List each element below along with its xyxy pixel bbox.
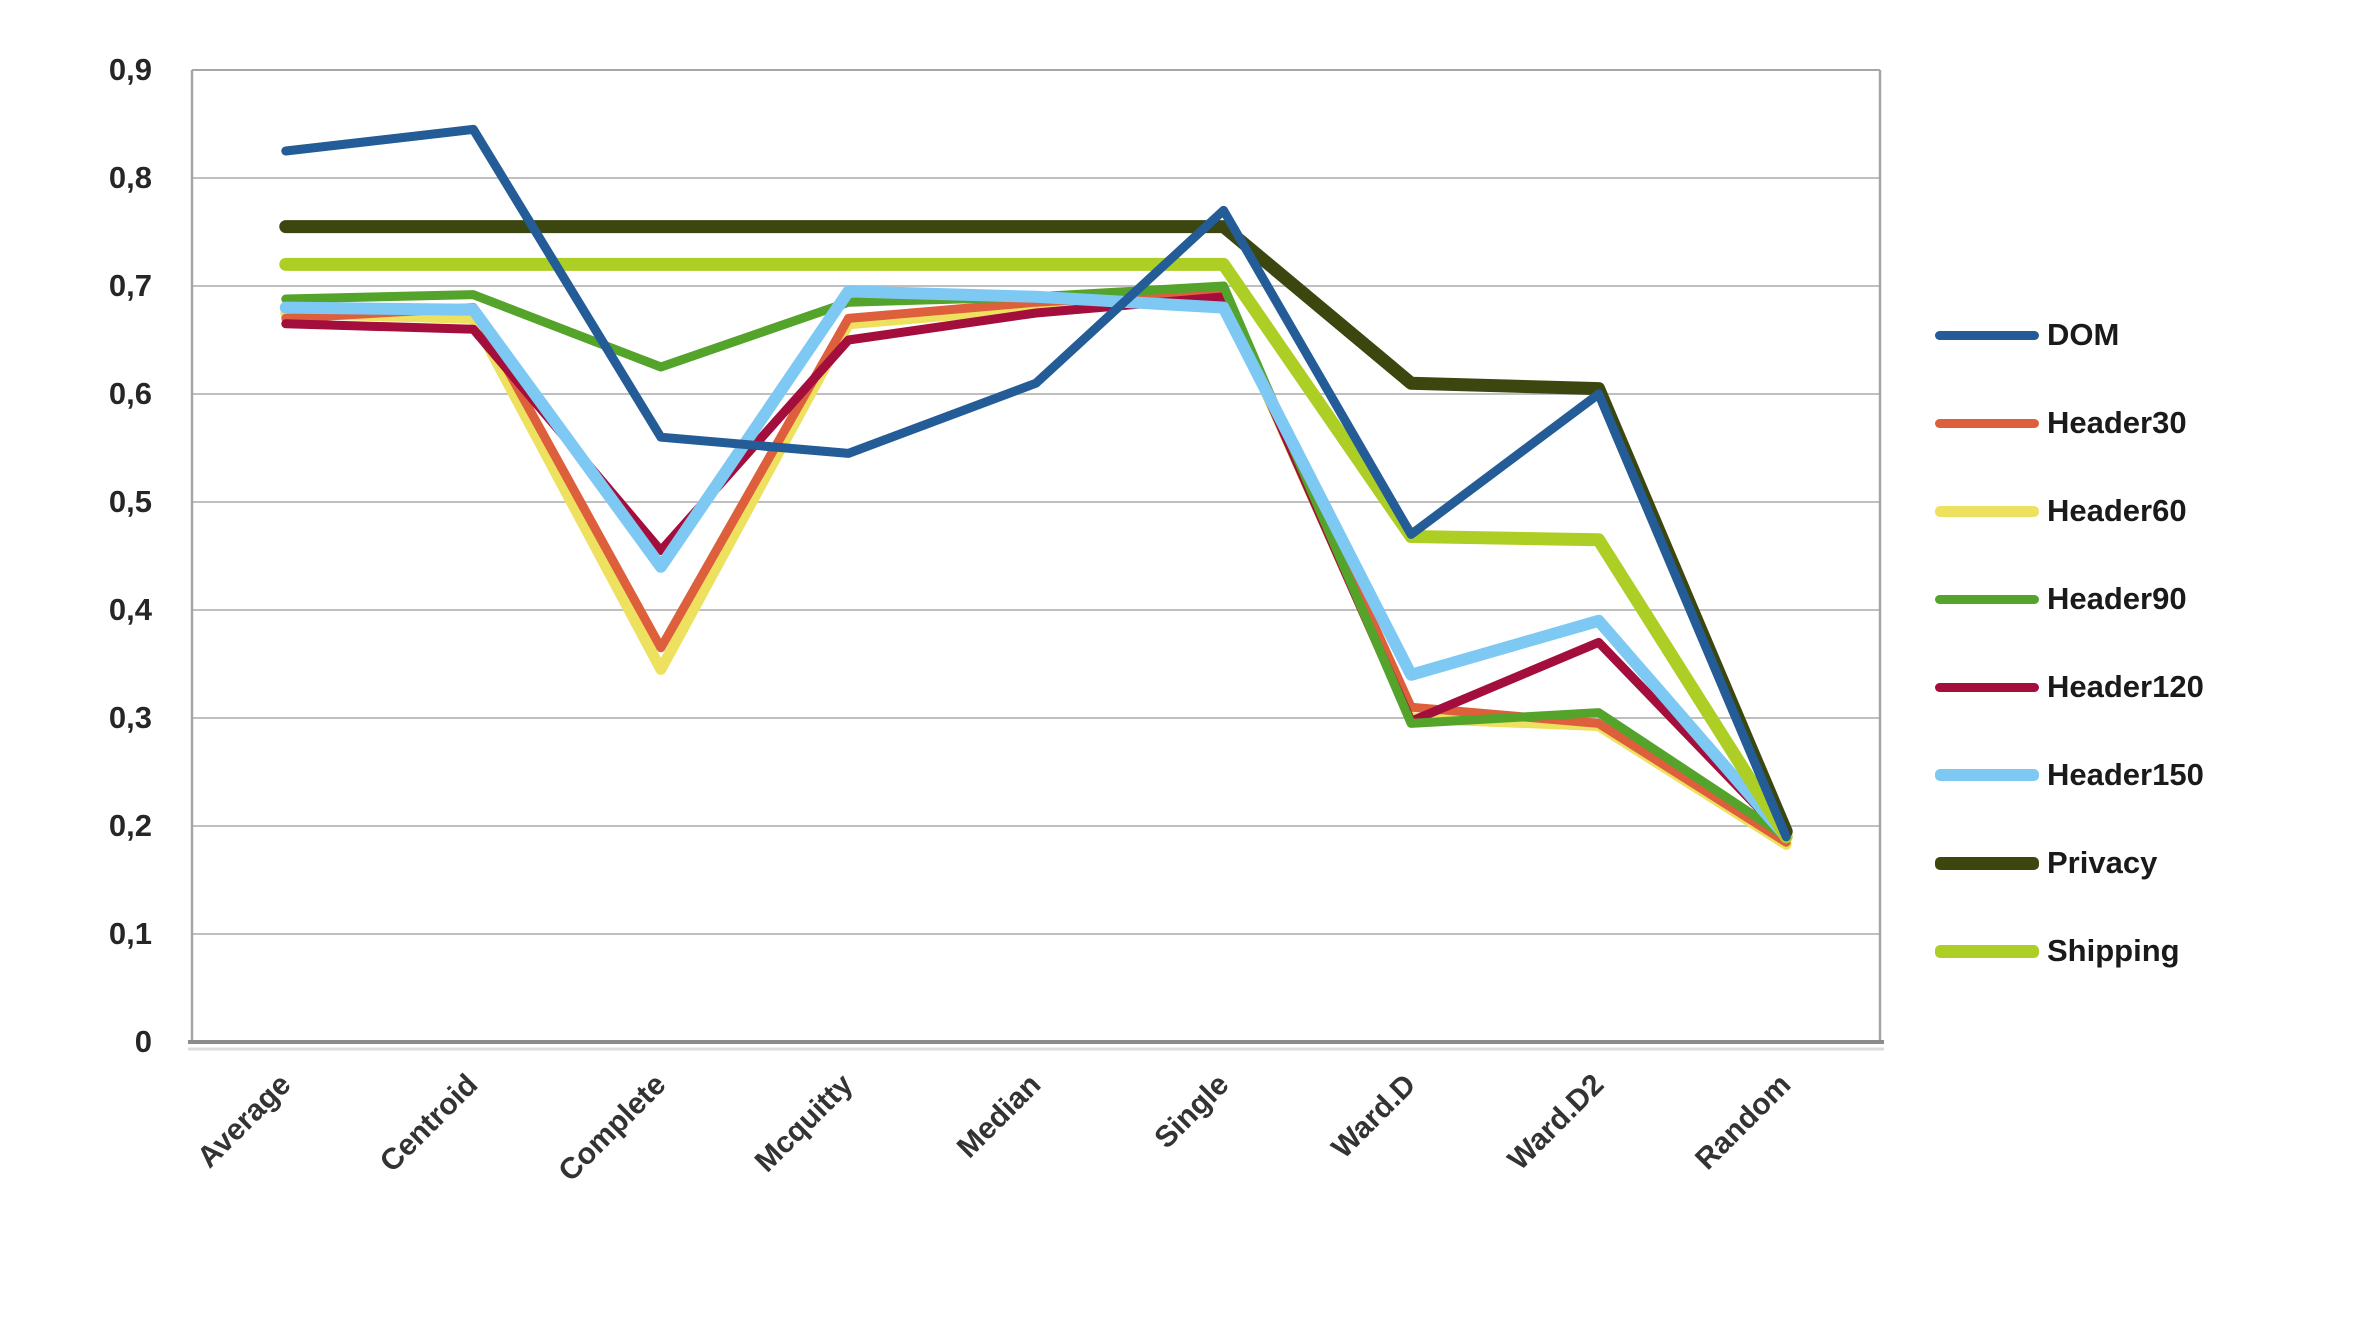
- legend-label: Privacy: [2047, 845, 2158, 880]
- y-tick-label: 0,3: [108, 700, 152, 735]
- legend-item-Header60: Header60: [1935, 493, 2187, 529]
- y-tick-label: 0,4: [108, 592, 152, 627]
- y-tick-label: 0,8: [108, 160, 152, 195]
- legend-item-Shipping: Shipping: [1935, 933, 2180, 969]
- legend-swatch-DOM: [1935, 330, 2039, 340]
- legend-item-Header150: Header150: [1935, 757, 2204, 793]
- series-line-Header60: [280, 291, 1792, 850]
- series-line-Shipping: [279, 257, 1793, 844]
- y-tick-label: 0,5: [108, 484, 152, 519]
- y-tick-label: 0,1: [108, 916, 152, 951]
- series-line-Header150: [279, 285, 1793, 843]
- y-tick-label: 0,2: [108, 808, 152, 843]
- legend-swatch-Shipping: [1935, 944, 2039, 958]
- legend-swatch-Header30: [1935, 418, 2039, 428]
- legend-label: Shipping: [2047, 933, 2180, 968]
- legend-label: Header90: [2047, 581, 2187, 616]
- legend-swatch-Header120: [1935, 682, 2039, 692]
- legend-label: DOM: [2047, 317, 2120, 352]
- legend-label: Header60: [2047, 493, 2187, 528]
- legend-label: Header30: [2047, 405, 2187, 440]
- legend-item-DOM: DOM: [1935, 317, 2119, 353]
- legend-item-Header120: Header120: [1935, 669, 2204, 705]
- legend-swatch-Header90: [1935, 594, 2039, 604]
- y-tick-label: 0,9: [108, 52, 152, 87]
- legend-label: Header150: [2047, 757, 2204, 792]
- legend-item-Privacy: Privacy: [1935, 845, 2157, 881]
- legend-swatch-Privacy: [1935, 856, 2039, 870]
- legend-swatch-Header60: [1935, 505, 2039, 517]
- legend-swatch-Header150: [1935, 769, 2039, 781]
- legend-item-Header30: Header30: [1935, 405, 2187, 441]
- series-line-DOM: [281, 124, 1791, 842]
- legend-item-Header90: Header90: [1935, 581, 2187, 617]
- legend-label: Header120: [2047, 669, 2204, 704]
- y-tick-label: 0,6: [108, 376, 152, 411]
- y-tick-label: 0: [134, 1024, 152, 1059]
- y-tick-label: 0,7: [108, 268, 152, 303]
